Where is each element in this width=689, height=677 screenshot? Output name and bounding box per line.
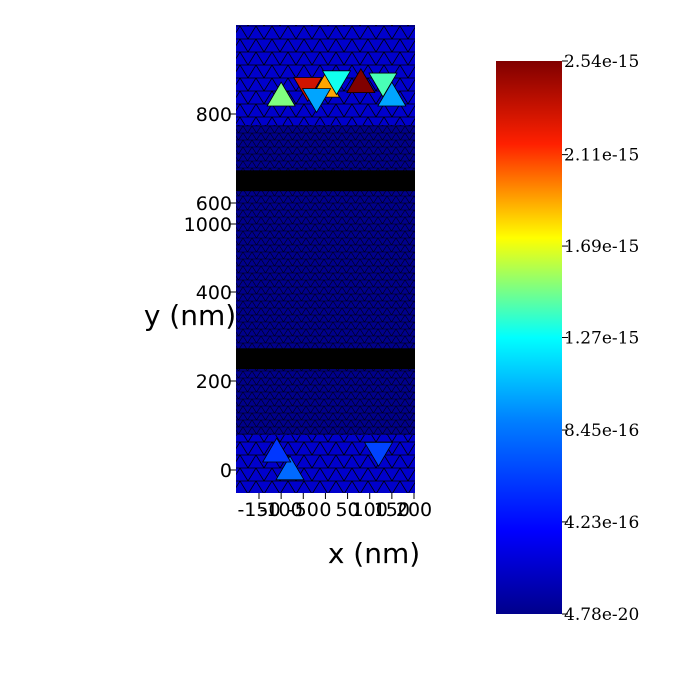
hotspot-cell xyxy=(346,68,376,94)
x-tick-label: -150 xyxy=(237,499,280,521)
y-axis-title: y (nm) xyxy=(144,299,236,332)
hotspot-cell xyxy=(377,81,407,107)
x-tick-label: 0 xyxy=(319,499,331,521)
x-tick-label: 150 xyxy=(374,499,410,521)
y-axis: 0 200 400 600 800 1000 xyxy=(184,104,236,482)
y-tick-label: 600 xyxy=(196,193,232,215)
y-tick-label: 0 xyxy=(220,460,232,482)
dense-mesh-bands xyxy=(236,170,415,370)
colorbar-tick-label: 1.69e-15 xyxy=(564,237,639,257)
colorbar-tick-label: 4.78e-20 xyxy=(564,605,639,625)
dense-mesh-band xyxy=(236,348,415,370)
x-tick-label: 200 xyxy=(396,499,432,521)
field-hotspots xyxy=(262,68,407,481)
y-tick-label: 800 xyxy=(196,104,232,126)
y-tick-label: 200 xyxy=(196,371,232,393)
x-tick-label: 100 xyxy=(352,499,388,521)
colorbar-gradient xyxy=(496,61,562,614)
hotspot-cell xyxy=(321,70,352,96)
hotspot-cell xyxy=(275,455,305,481)
x-tick-label: -50 xyxy=(288,499,319,521)
colorbar-tick-label: 1.27e-15 xyxy=(564,329,639,349)
y-tick-label: 1000 xyxy=(184,214,232,236)
dense-mesh-band xyxy=(236,170,415,192)
colorbar-tick-label: 2.11e-15 xyxy=(564,146,639,166)
hotspot-cell xyxy=(363,441,394,467)
colorbar-tick-label: 2.54e-15 xyxy=(564,52,639,72)
x-tick-label: 50 xyxy=(335,499,359,521)
plot-area xyxy=(236,25,415,493)
hotspot-cell xyxy=(266,81,296,107)
x-tick-label: -100 xyxy=(260,499,303,521)
hotspot-cell xyxy=(301,88,332,114)
x-axis-title: x (nm) xyxy=(328,537,420,570)
colorbar-ticks: 2.54e-15 2.11e-15 1.69e-15 1.27e-15 8.45e-16… xyxy=(562,52,639,625)
hotspot-cell xyxy=(262,437,292,463)
colorbar-tick-label: 4.23e-16 xyxy=(564,513,639,533)
colorbar: 2.54e-15 2.11e-15 1.69e-15 1.27e-15 8.45e-16… xyxy=(496,52,639,625)
y-tick-label: 400 xyxy=(196,282,232,304)
colorbar-tick-label: 8.45e-16 xyxy=(564,421,639,441)
